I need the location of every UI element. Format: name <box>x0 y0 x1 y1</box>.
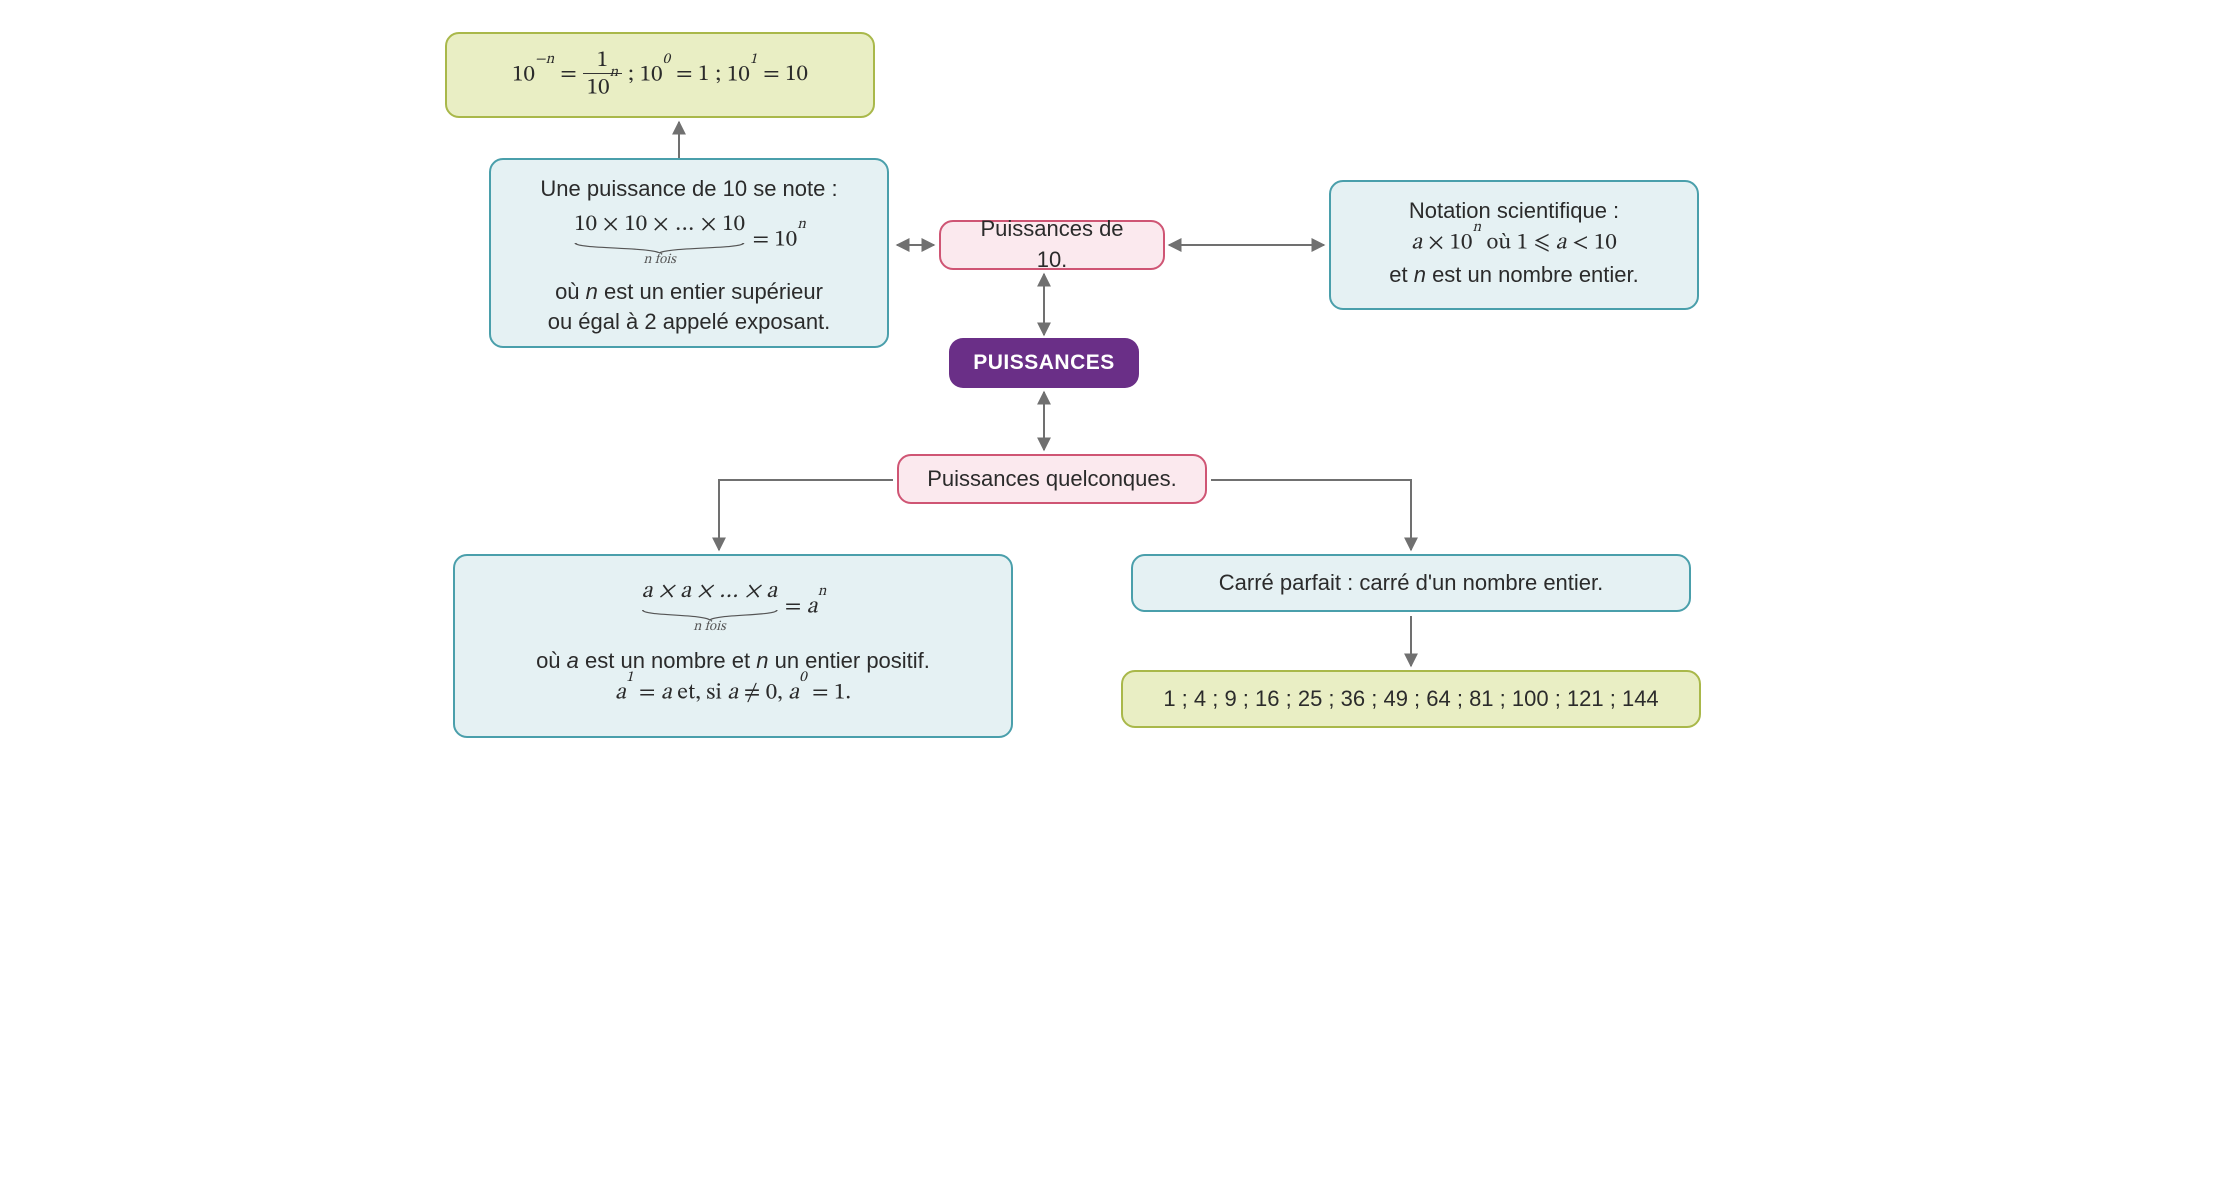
node-puissances-quelconques: Puissances quelconques. <box>897 454 1207 504</box>
node-powers-of-10-identities: 10−n = 1 10n ; 100 = 1 ; 101 = 10 <box>445 32 875 118</box>
node-puissances-de-10: Puissances de 10. <box>939 220 1165 270</box>
node-perfect-square-def: Carré parfait : carré d'un nombre entier… <box>1131 554 1691 612</box>
node-scientific-notation: Notation scientifique : a × 10n où 1 ⩽ a… <box>1329 180 1699 310</box>
concept-map: 10−n = 1 10n ; 100 = 1 ; 101 = 10 Une pu… <box>369 0 1845 788</box>
node-perfect-squares-list: 1 ; 4 ; 9 ; 16 ; 25 ; 36 ; 49 ; 64 ; 81 … <box>1121 670 1701 728</box>
node-central-puissances: PUISSANCES <box>949 338 1139 388</box>
node-definition-power-of-10: Une puissance de 10 se note : 10 × 10 × … <box>489 158 889 348</box>
node-definition-general-power: a × a × … × a n fois = an où a est un no… <box>453 554 1013 738</box>
